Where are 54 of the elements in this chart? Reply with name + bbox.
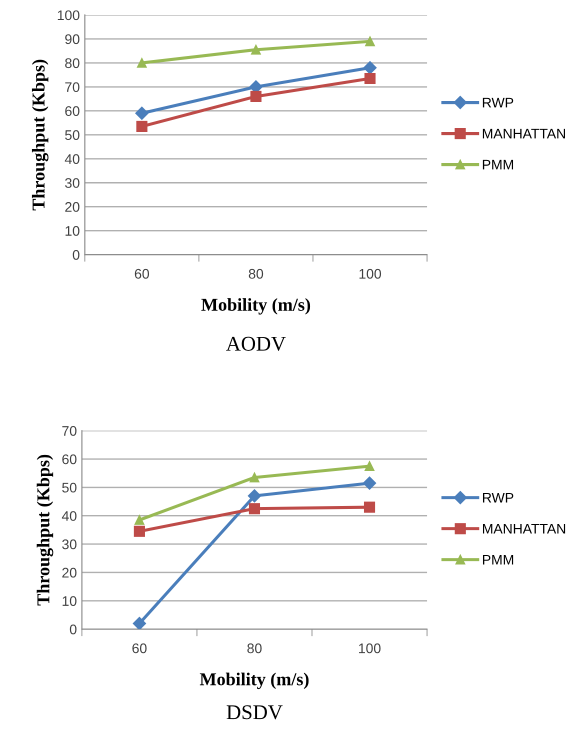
y-tick-label: 90: [65, 34, 80, 44]
y-tick-label: 60: [62, 454, 76, 464]
point: [364, 461, 374, 471]
point: [363, 61, 377, 74]
legend-label: PMM: [482, 554, 514, 565]
y-tick-label: 0: [70, 624, 76, 634]
point: [364, 502, 376, 513]
point: [134, 526, 145, 537]
y-tick-label: 30: [62, 539, 76, 550]
point: [137, 58, 147, 68]
y-tick-label: 40: [64, 154, 80, 164]
x-axis-title: Mobility (m/s): [201, 298, 310, 315]
text: AODV: [226, 336, 286, 351]
point: [134, 515, 144, 525]
point: [248, 489, 262, 502]
y-tick-label: 70: [65, 82, 80, 92]
y-tick-label: 80: [65, 58, 80, 68]
point: [362, 476, 376, 490]
x-tick-label: 60: [132, 643, 147, 654]
y-tick-label: 100: [58, 10, 80, 20]
y-tick-label: 60: [65, 106, 80, 116]
y-tick-label: 50: [62, 482, 76, 493]
y-tick-label: 10: [62, 596, 76, 606]
y-tick-label: 40: [62, 511, 76, 521]
x-tick-label: 80: [247, 643, 262, 654]
point: [135, 106, 148, 120]
text: DSDV: [226, 705, 283, 720]
y-tick-label: 50: [65, 130, 80, 140]
x-axis-title: Mobility (m/s): [200, 672, 309, 690]
y-tick-label: 20: [65, 202, 80, 212]
y-tick-label: 70: [62, 426, 76, 436]
y-axis-title: Throughput (Kbps): [32, 60, 48, 210]
point: [248, 503, 260, 514]
point: [365, 36, 375, 46]
legend-label: MANHATTAN: [482, 128, 565, 138]
y-tick-label: 10: [66, 226, 80, 236]
point: [251, 44, 261, 55]
x-tick-label: 100: [359, 643, 381, 654]
x-tick-label: 100: [359, 268, 382, 279]
y-tick-label: 0: [72, 250, 80, 260]
point: [250, 90, 262, 102]
point: [364, 72, 376, 84]
legend-label: RWP: [482, 492, 514, 503]
y-tick-label: 20: [62, 568, 76, 578]
legend-label: RWP: [482, 98, 514, 108]
y-axis-title: Throughput (Kbps): [36, 454, 54, 606]
point: [136, 120, 148, 132]
x-tick-label: 80: [248, 268, 264, 279]
point: [250, 472, 260, 482]
legend-label: MANHATTAN: [482, 524, 566, 534]
x-tick-label: 60: [134, 268, 150, 279]
legend-label: PMM: [482, 160, 514, 170]
point: [132, 616, 146, 630]
y-tick-label: 30: [65, 178, 80, 188]
